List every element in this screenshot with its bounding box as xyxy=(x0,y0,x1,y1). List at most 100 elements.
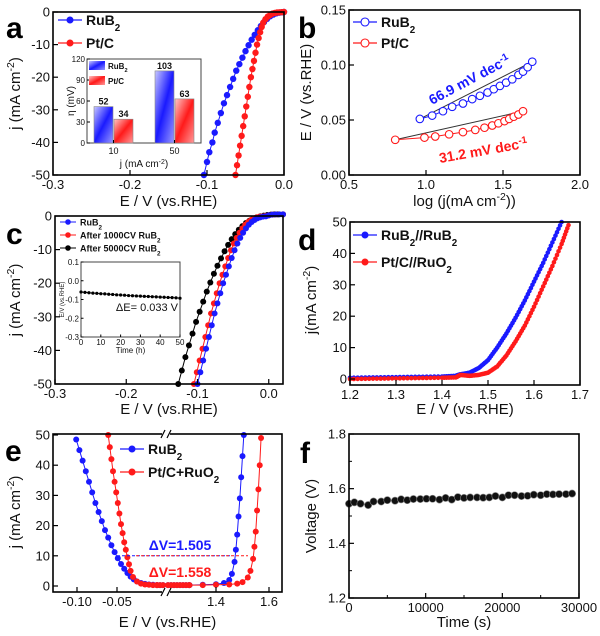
inset-y-tick-label: -0.1 xyxy=(65,296,79,305)
data-point-rub2 xyxy=(245,42,252,49)
data-point-rub2 xyxy=(211,129,218,136)
data-point-rub2 xyxy=(475,91,485,101)
data-point-ptc xyxy=(249,65,256,73)
data-point-rub2 xyxy=(458,99,468,108)
y-tick-label: 50 xyxy=(36,428,50,443)
y-tick-label: -20 xyxy=(33,276,52,291)
data-point-ptc xyxy=(236,142,244,149)
data-point-ptcruo2 xyxy=(252,528,259,535)
data-point-ptcruo2 xyxy=(378,376,383,381)
legend-label: RuB2 xyxy=(148,441,183,463)
data-point-ptc xyxy=(430,132,440,141)
data-point-ptcruo2 xyxy=(397,376,403,381)
data-point-ptcruo2 xyxy=(118,521,124,528)
data-point-ptcruo2 xyxy=(359,376,364,382)
data-point xyxy=(210,270,217,277)
data-point xyxy=(218,255,225,262)
panel-label: b xyxy=(298,12,316,45)
inset-data-point xyxy=(130,294,135,298)
inset-annotation: ΔE= 0.033 V xyxy=(116,302,179,314)
data-point-ptcruo2 xyxy=(254,507,261,514)
data-point-ptcruo2 xyxy=(186,582,193,589)
y-tick-label: 40 xyxy=(36,458,50,473)
data-point-rub2 xyxy=(447,102,457,112)
data-point-ptcruo2 xyxy=(401,375,406,381)
data-point-ptcruo2 xyxy=(405,375,410,381)
data-point xyxy=(214,262,221,269)
data-point-ptcruo2 xyxy=(366,376,372,382)
inset-y-label: E/V (vs.RHE) xyxy=(60,282,66,318)
data-point xyxy=(207,279,214,286)
inset-data-point xyxy=(83,290,87,294)
data-point-rub2 xyxy=(229,75,237,83)
axis-break-mark xyxy=(166,429,172,439)
legend-marker xyxy=(65,232,71,238)
inset-x-tick-label: 50 xyxy=(169,146,179,156)
data-point-ptcruo2 xyxy=(110,468,116,475)
inset-data-point xyxy=(150,295,154,299)
data-point-ptcruo2 xyxy=(122,546,129,553)
legend-label: RuB2 xyxy=(80,218,103,232)
panel-label: e xyxy=(5,435,22,468)
data-point xyxy=(237,234,244,241)
y-tick-label: 40 xyxy=(333,246,347,261)
inset-data-point xyxy=(126,293,131,298)
inset-x-tick-label: 20 xyxy=(116,338,125,347)
data-point-rub2 xyxy=(523,62,532,72)
data-point xyxy=(189,330,196,337)
data-point-ptc xyxy=(250,57,258,65)
inset-x-tick-label: 10 xyxy=(96,338,105,347)
data-point-ptcruo2 xyxy=(432,375,437,381)
inset-legend-swatch xyxy=(89,76,105,85)
x-axis-label: Time (s) xyxy=(437,614,491,631)
data-point-ptcruo2 xyxy=(127,567,134,574)
y-axis-label: j (mA cm-2) xyxy=(5,57,24,131)
data-point-ptcruo2 xyxy=(416,375,422,381)
data-point-rub2 xyxy=(239,453,246,460)
data-point-ptcruo2 xyxy=(374,376,380,381)
axis-break-gap xyxy=(162,431,170,437)
data-point-rub2 xyxy=(214,119,221,127)
data-point xyxy=(231,247,238,254)
data-point-ptcruo2 xyxy=(199,582,206,589)
inset-data-point xyxy=(134,294,139,298)
data-point-ptc xyxy=(470,125,480,135)
inset-bar-chart: 52 34 10 103 63 50 0 30 60 90 120 j (mA cm-2) η (mV)… xyxy=(66,55,202,170)
x-tick-label: 0 xyxy=(345,600,352,615)
data-point-ptcruo2 xyxy=(409,375,414,381)
data-point-ptcruo2 xyxy=(412,375,418,381)
axis-break-mark xyxy=(160,587,166,597)
inset-bar-value: 52 xyxy=(98,97,108,107)
y-tick-label: 0 xyxy=(43,579,50,594)
data-point xyxy=(225,241,232,248)
x-tick-label: -0.2 xyxy=(115,386,137,401)
data-point-rub2 xyxy=(82,468,89,475)
data-point-ptcruo2 xyxy=(557,245,563,250)
inset-bar-ptc xyxy=(113,118,134,144)
x-tick-label: -0.1 xyxy=(196,177,218,192)
y-tick-label: -50 xyxy=(33,377,52,392)
data-point-rub2 xyxy=(108,542,115,549)
data-point-rub2 xyxy=(111,549,118,556)
y-tick-label: -40 xyxy=(33,343,52,358)
plot-frame xyxy=(349,221,581,386)
inset-y-tick-label: 0 xyxy=(81,139,86,148)
data-point-rub2 xyxy=(226,576,233,583)
x-tick-label: 10000 xyxy=(408,600,444,615)
data-point-ptcruo2 xyxy=(258,435,265,442)
data-point-ptc xyxy=(244,93,252,100)
x-tick-label: 0.0 xyxy=(275,177,293,192)
data-point-rub2 xyxy=(217,109,225,117)
data-point-rub2 xyxy=(73,436,80,443)
legend-marker xyxy=(360,17,370,27)
inset-data-point xyxy=(119,293,123,297)
data-point-ptcruo2 xyxy=(113,489,120,496)
panel-label: f xyxy=(300,437,311,470)
panel-label: c xyxy=(6,218,23,251)
data-point-voltage xyxy=(428,494,437,503)
data-point-rub2 xyxy=(240,432,247,438)
x-tick-label: 1.5 xyxy=(479,387,497,402)
plot-frame xyxy=(52,11,285,176)
inset-data-point xyxy=(87,291,91,295)
